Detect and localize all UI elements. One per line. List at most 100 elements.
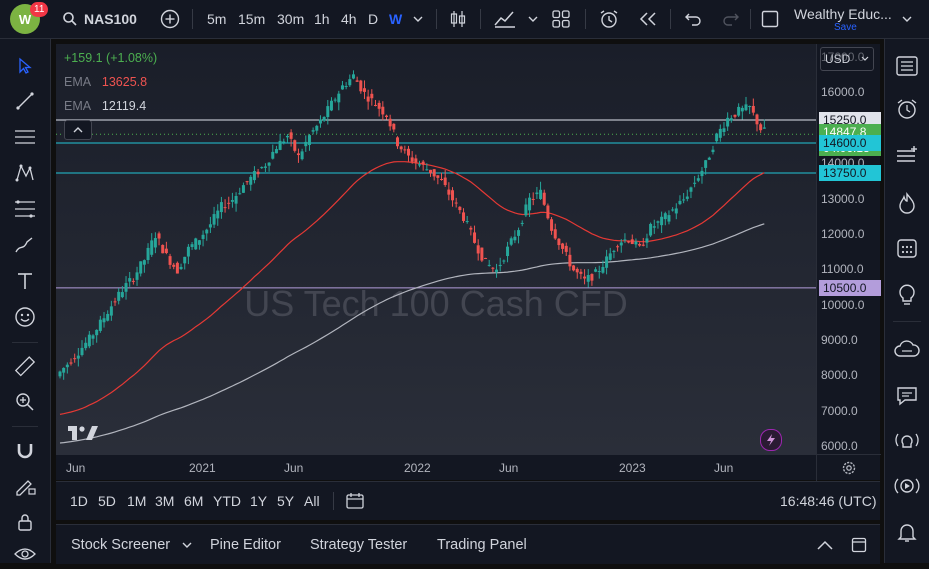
- candle-body: [362, 88, 366, 92]
- tab-trading-panel[interactable]: Trading Panel: [437, 525, 527, 564]
- candle-body: [260, 167, 264, 169]
- candle-body: [230, 200, 234, 202]
- hide-drawings-tool[interactable]: [10, 539, 40, 569]
- interval-4h[interactable]: 4h: [341, 0, 357, 38]
- candle-body: [304, 141, 308, 147]
- lock-drawings-tool[interactable]: [10, 507, 40, 537]
- square-icon: [761, 10, 779, 28]
- ema-slow-legend[interactable]: EMA 12119.4: [64, 99, 146, 113]
- ruler-tool[interactable]: [10, 352, 40, 382]
- candle-body: [579, 271, 583, 274]
- compare-button[interactable]: [160, 0, 180, 38]
- text-tool[interactable]: [10, 266, 40, 296]
- zoom-tool[interactable]: [10, 387, 40, 417]
- undo-button[interactable]: [684, 0, 702, 38]
- logo-avatar[interactable]: W 11: [10, 0, 49, 38]
- candle-body: [267, 162, 271, 166]
- time-scale[interactable]: Jun 2021 Jun 2022 Jun 2023 Jun: [56, 454, 816, 481]
- interval-dropdown[interactable]: [413, 0, 423, 38]
- chart-settings-button[interactable]: [816, 454, 881, 481]
- indicators-dropdown[interactable]: [528, 0, 538, 38]
- indicators-button[interactable]: [493, 0, 517, 38]
- calendar-button[interactable]: [892, 233, 922, 263]
- candle-body: [322, 116, 326, 121]
- interval-15m[interactable]: 15m: [238, 0, 265, 38]
- range-1d[interactable]: 1D: [70, 482, 88, 520]
- chart-type-button[interactable]: [448, 0, 468, 38]
- data-window-button[interactable]: [892, 141, 922, 171]
- interval-1h[interactable]: 1h: [314, 0, 330, 38]
- price-chart[interactable]: US Tech 100 Cash CFD: [56, 44, 816, 454]
- layout-dropdown[interactable]: [902, 0, 912, 38]
- range-6m[interactable]: 6M: [184, 482, 203, 520]
- range-5d[interactable]: 5D: [98, 482, 116, 520]
- range-3m[interactable]: 3M: [155, 482, 174, 520]
- price-tick-label: 6000.0: [821, 438, 858, 453]
- layout-name-button[interactable]: Wealthy Educ... Save: [794, 0, 892, 38]
- lightning-icon[interactable]: [760, 429, 782, 451]
- tab-strategy-tester[interactable]: Strategy Tester: [310, 525, 407, 564]
- chevron-up-icon: [817, 540, 833, 550]
- interval-5m[interactable]: 5m: [207, 0, 226, 38]
- chart-pane[interactable]: US Tech 100 Cash CFD +159.1 (+1.08%) EMA…: [56, 44, 881, 481]
- tab-stock-screener[interactable]: Stock Screener: [71, 525, 192, 564]
- fib-tool[interactable]: [10, 194, 40, 224]
- interval-w[interactable]: W: [389, 0, 402, 38]
- candle-body: [487, 264, 491, 266]
- pattern-tool[interactable]: [10, 158, 40, 188]
- interval-30m[interactable]: 30m: [277, 0, 304, 38]
- interval-label: 4h: [341, 11, 357, 27]
- symbol-search[interactable]: NAS100: [62, 0, 137, 38]
- layout-button[interactable]: [552, 0, 570, 38]
- candle-body: [671, 209, 675, 211]
- maximize-panel-button[interactable]: [851, 525, 867, 564]
- collapse-legend-button[interactable]: [64, 120, 92, 140]
- goto-date-button[interactable]: [345, 482, 365, 520]
- stay-drawing-tool[interactable]: [10, 471, 40, 501]
- help-notifications-button[interactable]: [892, 517, 922, 547]
- range-ytd[interactable]: YTD: [213, 482, 241, 520]
- account-name: Wealthy Educ...: [794, 5, 892, 22]
- price-scale[interactable]: USD 17000.016000.015000.014000.013000.01…: [816, 44, 881, 454]
- watchlist-button[interactable]: [892, 51, 922, 81]
- cursor-tool[interactable]: [10, 51, 40, 81]
- magnet-tool[interactable]: [10, 436, 40, 466]
- replay-button[interactable]: [638, 0, 658, 38]
- interval-label: D: [368, 11, 379, 27]
- plot-area[interactable]: US Tech 100 Cash CFD +159.1 (+1.08%) EMA…: [56, 44, 816, 454]
- range-1m[interactable]: 1M: [127, 482, 146, 520]
- streams-button[interactable]: [892, 335, 922, 365]
- tab-pine-editor[interactable]: Pine Editor: [210, 525, 281, 564]
- redo-button[interactable]: [722, 0, 740, 38]
- ema-slow-line: [59, 223, 765, 444]
- range-all[interactable]: All: [304, 482, 320, 520]
- broadcast-button[interactable]: [892, 471, 922, 501]
- range-1y[interactable]: 1Y: [250, 482, 267, 520]
- expand-panel-button[interactable]: [816, 525, 834, 564]
- candle-body: [506, 246, 510, 257]
- candle-body: [76, 355, 80, 359]
- alerts-button[interactable]: [892, 94, 922, 124]
- fullscreen-toggle[interactable]: [761, 0, 779, 38]
- timezone-clock[interactable]: 16:48:46 (UTC): [780, 482, 876, 520]
- currency-select[interactable]: USD: [820, 47, 874, 71]
- candle-body: [139, 261, 143, 274]
- range-label: 6M: [184, 493, 204, 509]
- notifications-button[interactable]: [892, 426, 922, 456]
- range-label: 3M: [155, 493, 175, 509]
- candle-body: [575, 268, 579, 273]
- range-5y[interactable]: 5Y: [277, 482, 294, 520]
- ema-fast-legend[interactable]: EMA 13625.8: [64, 75, 147, 89]
- chats-button[interactable]: [892, 381, 922, 411]
- emoji-tool[interactable]: [10, 302, 40, 332]
- hotlists-button[interactable]: [892, 188, 922, 218]
- alert-button[interactable]: [598, 0, 620, 38]
- interval-d[interactable]: D: [368, 0, 378, 38]
- tab-label: Pine Editor: [210, 536, 281, 553]
- list-plus-icon: [897, 146, 917, 162]
- brush-tool[interactable]: [10, 230, 40, 260]
- trendline-tool[interactable]: [10, 86, 40, 116]
- horizontal-lines-tool[interactable]: [10, 122, 40, 152]
- candle-body: [120, 292, 124, 298]
- ideas-button[interactable]: [892, 280, 922, 310]
